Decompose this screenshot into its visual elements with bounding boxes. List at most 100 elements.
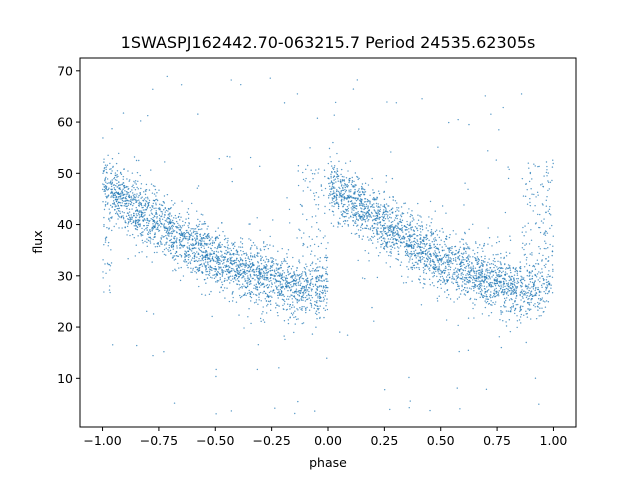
- data-point: [353, 209, 355, 211]
- data-point: [377, 205, 380, 208]
- data-point: [217, 259, 219, 262]
- data-point: [405, 248, 408, 251]
- data-point: [421, 98, 423, 100]
- data-point: [262, 242, 265, 244]
- data-point: [504, 285, 506, 288]
- data-point: [185, 229, 187, 232]
- data-point: [257, 277, 259, 279]
- data-point: [467, 290, 469, 293]
- data-point: [526, 256, 528, 259]
- data-point: [194, 256, 196, 258]
- data-point: [410, 244, 413, 246]
- data-point: [392, 227, 395, 229]
- data-point: [263, 277, 266, 279]
- data-point: [478, 274, 480, 276]
- data-point: [288, 208, 291, 211]
- data-point: [433, 274, 435, 277]
- data-point: [391, 236, 393, 239]
- data-point: [103, 188, 106, 191]
- data-point: [222, 266, 225, 269]
- data-point: [510, 289, 513, 291]
- data-point: [348, 189, 350, 191]
- data-point: [138, 159, 140, 162]
- data-point: [520, 278, 523, 280]
- data-point: [551, 224, 553, 227]
- data-point: [249, 268, 252, 270]
- data-point: [134, 219, 137, 221]
- data-point: [325, 271, 327, 273]
- data-point: [436, 253, 438, 255]
- data-point: [467, 259, 470, 261]
- data-point: [328, 209, 331, 211]
- data-point: [526, 288, 528, 290]
- data-point: [229, 270, 231, 272]
- data-point: [326, 266, 328, 269]
- data-point: [529, 253, 531, 255]
- data-point: [398, 236, 401, 238]
- data-point: [475, 279, 477, 282]
- data-point: [500, 310, 502, 312]
- data-point: [255, 274, 257, 276]
- data-point: [302, 294, 304, 296]
- data-point: [315, 169, 317, 171]
- data-point: [210, 238, 212, 240]
- data-point: [290, 276, 292, 278]
- data-point: [140, 233, 142, 236]
- data-point: [383, 246, 386, 248]
- data-point: [394, 200, 397, 202]
- data-point: [129, 200, 132, 203]
- data-point: [140, 235, 142, 237]
- data-point: [200, 246, 203, 249]
- data-point: [441, 270, 444, 273]
- data-point: [204, 258, 207, 261]
- data-point: [482, 296, 484, 298]
- data-point: [168, 235, 170, 237]
- data-point: [104, 203, 107, 206]
- data-point: [396, 229, 398, 232]
- data-point: [291, 306, 293, 309]
- data-point: [140, 197, 142, 199]
- data-point: [460, 272, 463, 275]
- data-point: [278, 285, 280, 287]
- data-point: [528, 302, 530, 304]
- data-point: [406, 240, 408, 242]
- data-point: [413, 264, 416, 267]
- data-point: [492, 254, 494, 256]
- data-point: [512, 302, 514, 305]
- data-point: [202, 259, 204, 262]
- data-point: [503, 292, 506, 294]
- data-point: [540, 299, 543, 301]
- data-point: [515, 289, 517, 292]
- data-point: [512, 287, 514, 289]
- data-point: [478, 259, 481, 261]
- data-point: [122, 196, 125, 199]
- data-point: [544, 301, 546, 303]
- data-point: [351, 211, 353, 213]
- data-point: [510, 271, 512, 274]
- data-point: [265, 300, 268, 302]
- data-point: [399, 218, 401, 220]
- data-point: [110, 172, 112, 175]
- data-point: [319, 305, 321, 307]
- data-point: [129, 220, 132, 222]
- data-point: [239, 257, 242, 259]
- data-point: [519, 306, 522, 308]
- data-point: [409, 257, 411, 259]
- data-point: [440, 264, 443, 266]
- data-point: [156, 199, 159, 202]
- data-point: [241, 254, 243, 256]
- data-point: [199, 249, 202, 252]
- data-point: [248, 278, 250, 281]
- data-point: [284, 259, 286, 261]
- data-point: [131, 189, 133, 191]
- data-point: [360, 229, 362, 231]
- data-point: [118, 196, 120, 198]
- data-point: [217, 263, 220, 266]
- data-point: [165, 254, 167, 256]
- data-point: [192, 243, 194, 245]
- data-point: [438, 267, 440, 269]
- data-point: [239, 286, 241, 289]
- data-point: [194, 228, 197, 230]
- data-point: [258, 292, 260, 295]
- data-point: [519, 270, 521, 273]
